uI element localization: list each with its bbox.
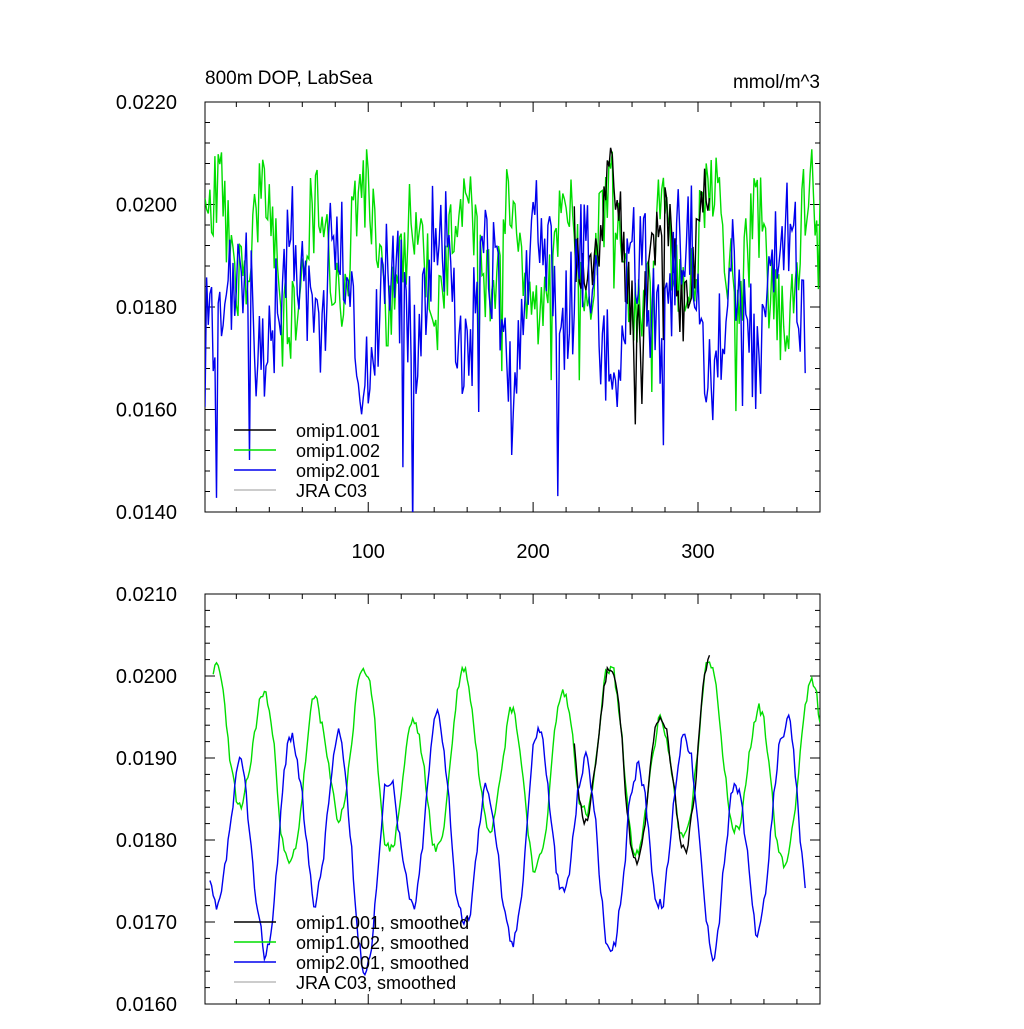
y-tick-label: 0.0180 xyxy=(116,830,177,852)
chart-title: 800m DOP, LabSea xyxy=(205,68,373,89)
y-tick-label: 0.0160 xyxy=(116,994,177,1016)
y-tick-label: 0.0170 xyxy=(116,912,177,934)
x-tick-label: 100 xyxy=(352,541,385,563)
y-tick-label: 0.0140 xyxy=(116,502,177,524)
series-line-omip2-001 xyxy=(205,180,806,512)
legend-label: JRA C03 xyxy=(296,481,367,501)
legend-label: omip2.001 xyxy=(296,461,380,481)
legend-label: omip1.002 xyxy=(296,441,380,461)
legend-label: JRA C03, smoothed xyxy=(296,973,456,993)
series-line-omip1-002-smoothed xyxy=(212,661,820,873)
x-tick-label: 300 xyxy=(681,541,714,563)
y-tick-label: 0.0180 xyxy=(116,297,177,319)
plot-frame xyxy=(204,593,821,1005)
y-tick-label: 0.0200 xyxy=(116,666,177,688)
x-tick-label: 200 xyxy=(516,541,549,563)
legend-label: omip2.001, smoothed xyxy=(296,953,469,973)
y-tick-label: 0.0220 xyxy=(116,92,177,114)
series-line-omip2-001-smoothed xyxy=(209,707,806,977)
y-tick-label: 0.0200 xyxy=(116,195,177,217)
panel-bottom: 0.0160 0.0170 0.0180 0.0190 0.0200 0.0210 omip… xyxy=(116,584,821,1016)
y-tick-label: 0.0190 xyxy=(116,748,177,770)
legend-label: omip1.002, smoothed xyxy=(296,933,469,953)
y-tick-label: 0.0160 xyxy=(116,400,177,422)
legend-label: omip1.001 xyxy=(296,421,380,441)
series-line-omip1-001-smoothed xyxy=(573,655,711,867)
series-line-omip1-002 xyxy=(205,149,820,412)
panel-top: 0.0140 0.0160 0.0180 0.0200 0.0220 100 200 300 8… xyxy=(116,68,821,563)
series-line-omip1-001 xyxy=(573,147,711,425)
legend-label: omip1.001, smoothed xyxy=(296,913,469,933)
y-tick-label: 0.0210 xyxy=(116,584,177,606)
units-label: mmol/m^3 xyxy=(733,72,820,93)
